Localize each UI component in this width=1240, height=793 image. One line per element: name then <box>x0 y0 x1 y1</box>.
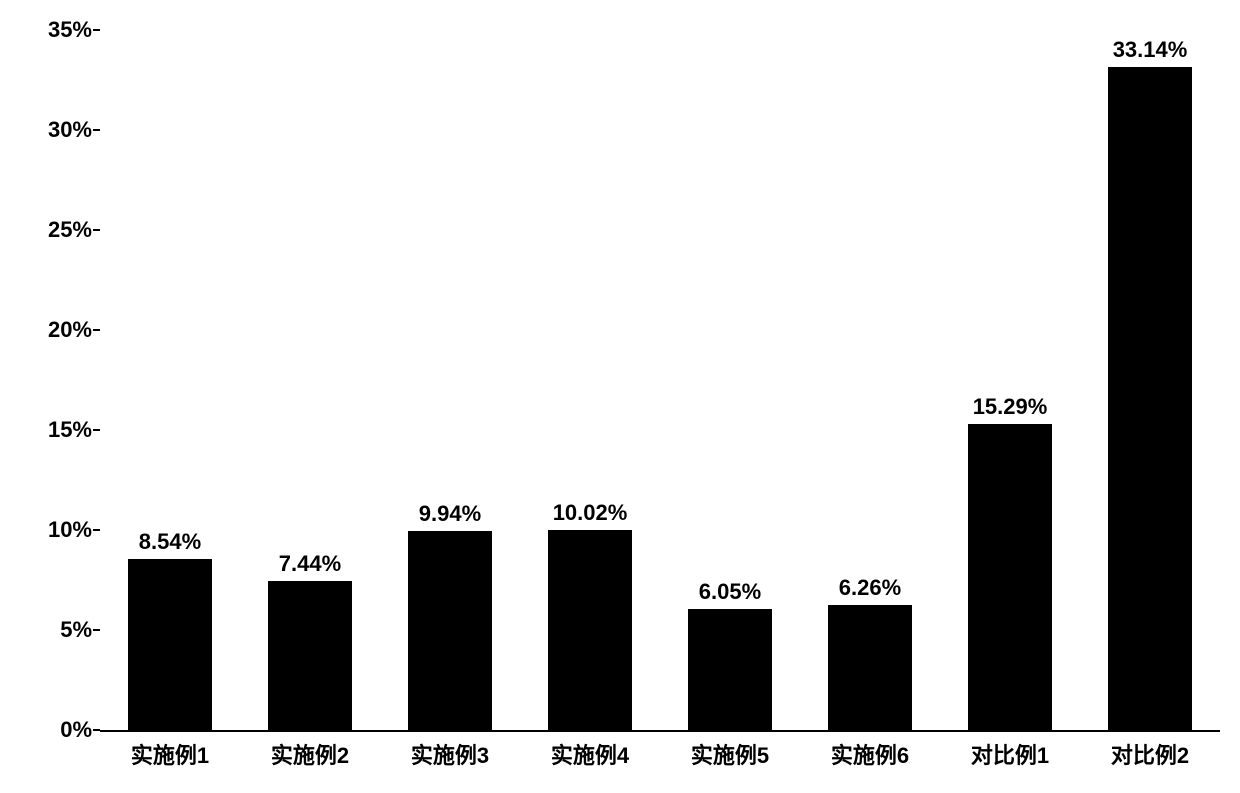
y-tick-mark <box>93 629 100 632</box>
y-tick-mark <box>93 529 100 532</box>
x-category-label: 实施例4 <box>551 730 629 770</box>
bar-value-label: 10.02% <box>553 500 628 530</box>
bar-value-label: 8.54% <box>139 529 201 559</box>
x-category-label: 实施例1 <box>131 730 209 770</box>
bar-chart: 0%5%10%15%20%25%30%35%8.54%实施例17.44%实施例2… <box>0 0 1240 793</box>
bar: 9.94% <box>408 531 492 730</box>
bar: 6.26% <box>828 605 912 730</box>
bar-value-label: 9.94% <box>419 501 481 531</box>
bar-value-label: 15.29% <box>973 394 1048 424</box>
x-category-label: 实施例5 <box>691 730 769 770</box>
y-tick-mark <box>93 129 100 132</box>
x-category-label: 实施例2 <box>271 730 349 770</box>
bar: 15.29% <box>968 424 1052 730</box>
bar-value-label: 6.05% <box>699 579 761 609</box>
bar-value-label: 33.14% <box>1113 37 1188 67</box>
x-category-label: 实施例3 <box>411 730 489 770</box>
plot-area: 0%5%10%15%20%25%30%35%8.54%实施例17.44%实施例2… <box>100 30 1220 732</box>
y-tick-mark <box>93 429 100 432</box>
bar-value-label: 7.44% <box>279 551 341 581</box>
x-category-label: 对比例2 <box>1111 730 1189 770</box>
bar: 33.14% <box>1108 67 1192 730</box>
bar: 8.54% <box>128 559 212 730</box>
y-tick-mark <box>93 29 100 32</box>
x-category-label: 实施例6 <box>831 730 909 770</box>
x-category-label: 对比例1 <box>971 730 1049 770</box>
y-tick-mark <box>93 729 100 732</box>
bar: 10.02% <box>548 530 632 730</box>
bar: 7.44% <box>268 581 352 730</box>
bar: 6.05% <box>688 609 772 730</box>
y-tick-mark <box>93 229 100 232</box>
bar-value-label: 6.26% <box>839 575 901 605</box>
y-tick-mark <box>93 329 100 332</box>
